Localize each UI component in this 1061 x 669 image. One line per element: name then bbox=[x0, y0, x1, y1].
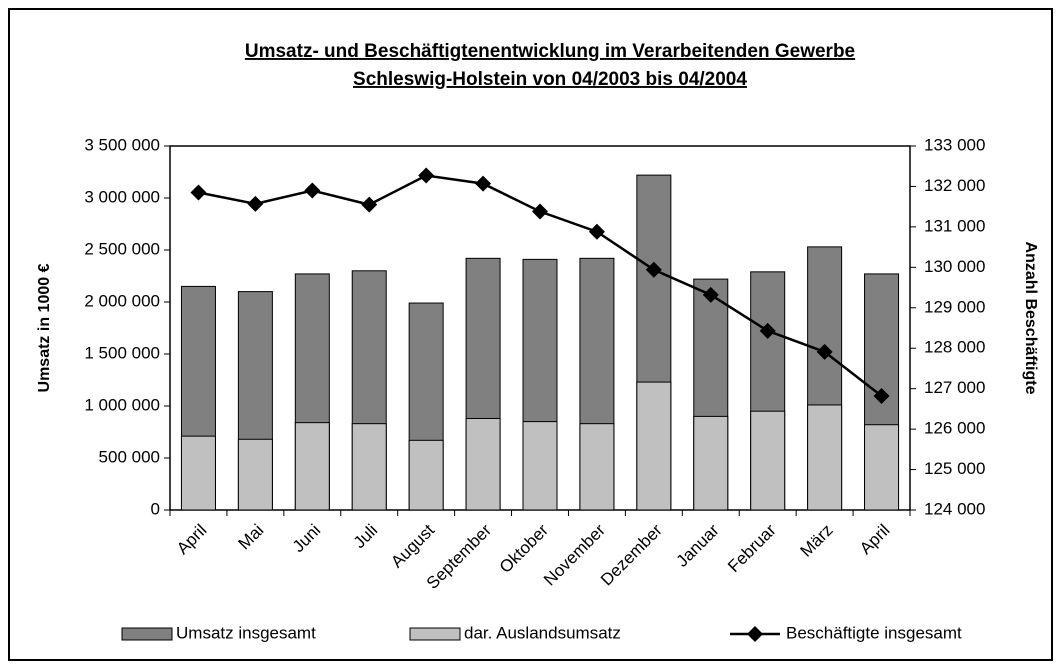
bar bbox=[864, 424, 900, 511]
y-tick-label: 1 500 000 bbox=[84, 343, 160, 362]
y-tick-label: 0 bbox=[151, 499, 160, 518]
y-tick-label: 3 000 000 bbox=[84, 187, 160, 206]
y2-tick-label: 127 000 bbox=[924, 378, 985, 397]
legend-label: Umsatz insgesamt bbox=[176, 623, 316, 642]
line-marker bbox=[361, 196, 378, 213]
line-marker bbox=[759, 322, 776, 339]
legend-label: Beschäftigte insgesamt bbox=[786, 623, 962, 642]
line-marker bbox=[247, 195, 264, 212]
y2-tick-label: 129 000 bbox=[924, 297, 985, 316]
y-tick-label: 2 000 000 bbox=[84, 291, 160, 310]
line-marker bbox=[532, 203, 548, 220]
line-marker bbox=[645, 261, 662, 278]
y2-tick-label: 124 000 bbox=[924, 499, 985, 518]
bar bbox=[807, 404, 843, 511]
y2-tick-label: 132 000 bbox=[924, 176, 985, 195]
bar bbox=[351, 423, 387, 511]
y-tick-label: 3 500 000 bbox=[84, 135, 160, 154]
line-marker bbox=[873, 387, 890, 404]
bar bbox=[522, 421, 558, 511]
y2-tick-label: 126 000 bbox=[924, 419, 985, 438]
legend-marker bbox=[747, 626, 763, 642]
y2-tick-label: 128 000 bbox=[924, 338, 985, 357]
bar bbox=[408, 439, 444, 511]
y2-axis-label: Anzahl Beschäftigte bbox=[1022, 242, 1039, 395]
bar bbox=[294, 422, 330, 511]
bar bbox=[636, 381, 672, 511]
y-tick-label: 500 000 bbox=[99, 447, 160, 466]
chart-title: Umsatz- und Beschäftigtenentwicklung im … bbox=[245, 41, 855, 62]
legend-swatch bbox=[409, 627, 461, 641]
y-axis-label: Umsatz in 1000 € bbox=[36, 263, 53, 392]
y2-tick-label: 125 000 bbox=[924, 459, 985, 478]
bar bbox=[237, 438, 273, 511]
line-marker bbox=[588, 223, 605, 240]
legend-swatch bbox=[121, 627, 173, 641]
line-marker bbox=[475, 175, 492, 192]
bar bbox=[750, 410, 786, 511]
y2-tick-label: 130 000 bbox=[924, 257, 985, 276]
y2-tick-label: 133 000 bbox=[924, 135, 985, 154]
line-marker bbox=[304, 182, 321, 199]
line-marker bbox=[702, 286, 719, 303]
chart-subtitle: Schleswig-Holstein von 04/2003 bis 04/20… bbox=[353, 69, 747, 90]
bar bbox=[465, 417, 501, 511]
bar bbox=[180, 435, 216, 511]
bar bbox=[579, 423, 615, 511]
y2-tick-label: 131 000 bbox=[924, 216, 985, 235]
line-marker bbox=[418, 167, 435, 184]
line-marker bbox=[816, 343, 833, 360]
line-marker bbox=[190, 184, 207, 201]
y-tick-label: 2 500 000 bbox=[84, 239, 160, 258]
y-tick-label: 1 000 000 bbox=[84, 395, 160, 414]
bar bbox=[693, 415, 729, 511]
legend-label: dar. Auslandsumsatz bbox=[464, 623, 621, 642]
